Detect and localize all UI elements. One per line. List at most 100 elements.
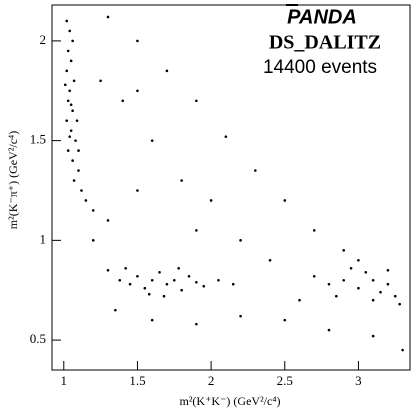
- point: [342, 249, 346, 252]
- point: [162, 294, 166, 298]
- point: [283, 318, 287, 322]
- point: [63, 83, 67, 87]
- point: [136, 39, 139, 43]
- point: [66, 49, 70, 53]
- point: [180, 179, 183, 182]
- point: [136, 189, 139, 192]
- point: [349, 266, 353, 270]
- point: [74, 139, 77, 142]
- y-tick-label: 1: [40, 231, 47, 246]
- point: [65, 69, 69, 73]
- y-tick-label: 2: [40, 32, 47, 47]
- point: [312, 229, 316, 232]
- point: [72, 79, 76, 83]
- point: [180, 288, 183, 292]
- point: [118, 278, 122, 282]
- point: [68, 89, 71, 93]
- point: [121, 99, 125, 103]
- point: [75, 119, 79, 122]
- point: [195, 280, 198, 284]
- point: [327, 282, 331, 286]
- point: [398, 302, 401, 306]
- point: [150, 139, 154, 142]
- point: [239, 314, 242, 318]
- point: [224, 135, 228, 138]
- x-tick-label: 1: [61, 373, 68, 388]
- point: [136, 89, 139, 93]
- point: [393, 294, 397, 298]
- point: [84, 199, 88, 202]
- x-tick-label: 2: [208, 373, 215, 388]
- point: [172, 278, 176, 282]
- point: [65, 119, 69, 122]
- point: [77, 149, 80, 152]
- point: [69, 103, 73, 107]
- point: [77, 169, 80, 172]
- x-tick-label: 2.5: [277, 373, 293, 388]
- point: [114, 308, 117, 312]
- point: [342, 278, 346, 282]
- point: [71, 159, 74, 162]
- point: [371, 334, 375, 338]
- point: [143, 286, 147, 290]
- x-tick-label: 3: [355, 373, 362, 388]
- annotation: 14400 events: [263, 57, 377, 78]
- point: [147, 292, 151, 296]
- point: [195, 99, 198, 103]
- point: [187, 274, 191, 278]
- point: [136, 274, 139, 278]
- point: [357, 286, 360, 290]
- point: [106, 268, 110, 272]
- point: [268, 259, 272, 262]
- point: [195, 229, 198, 232]
- point: [327, 328, 331, 332]
- point: [150, 318, 154, 322]
- y-axis-label: m²(K⁻π⁺) (GeV²/c⁴): [6, 131, 20, 229]
- point: [150, 278, 154, 282]
- x-axis-label: m²(K⁺K⁻) (GeV²/c⁴): [179, 394, 280, 408]
- point: [209, 199, 213, 202]
- y-tick-label: 1.5: [30, 132, 46, 147]
- point: [386, 282, 390, 286]
- point: [217, 278, 220, 282]
- point: [69, 129, 73, 132]
- point: [91, 209, 95, 212]
- point: [71, 109, 74, 113]
- point: [177, 266, 180, 270]
- point: [379, 290, 382, 294]
- point: [91, 239, 95, 242]
- point: [65, 19, 69, 23]
- point: [158, 270, 161, 274]
- point: [128, 282, 132, 286]
- point: [99, 79, 102, 83]
- x-tick-label: 1.5: [129, 373, 145, 388]
- point: [371, 278, 375, 282]
- point: [195, 322, 198, 326]
- point: [66, 99, 70, 103]
- point: [106, 219, 110, 222]
- point: [312, 274, 316, 278]
- point: [165, 282, 169, 286]
- point: [72, 179, 76, 182]
- point: [66, 149, 70, 152]
- point: [124, 266, 127, 270]
- point: [283, 199, 287, 202]
- point: [371, 298, 375, 302]
- point: [69, 59, 73, 63]
- point: [254, 169, 257, 172]
- point: [335, 294, 338, 298]
- subtitle: DS_DALITZ: [269, 32, 381, 54]
- point: [357, 259, 360, 262]
- chart-title: PANDA: [287, 6, 357, 28]
- point: [239, 239, 242, 242]
- point: [364, 270, 368, 274]
- point: [401, 348, 404, 352]
- point: [106, 15, 110, 19]
- point: [231, 282, 235, 286]
- point: [298, 298, 301, 302]
- plot-frame: [51, 4, 411, 371]
- point: [202, 284, 206, 288]
- point: [386, 268, 390, 272]
- y-tick-label: 0.5: [30, 331, 46, 346]
- point: [68, 29, 71, 33]
